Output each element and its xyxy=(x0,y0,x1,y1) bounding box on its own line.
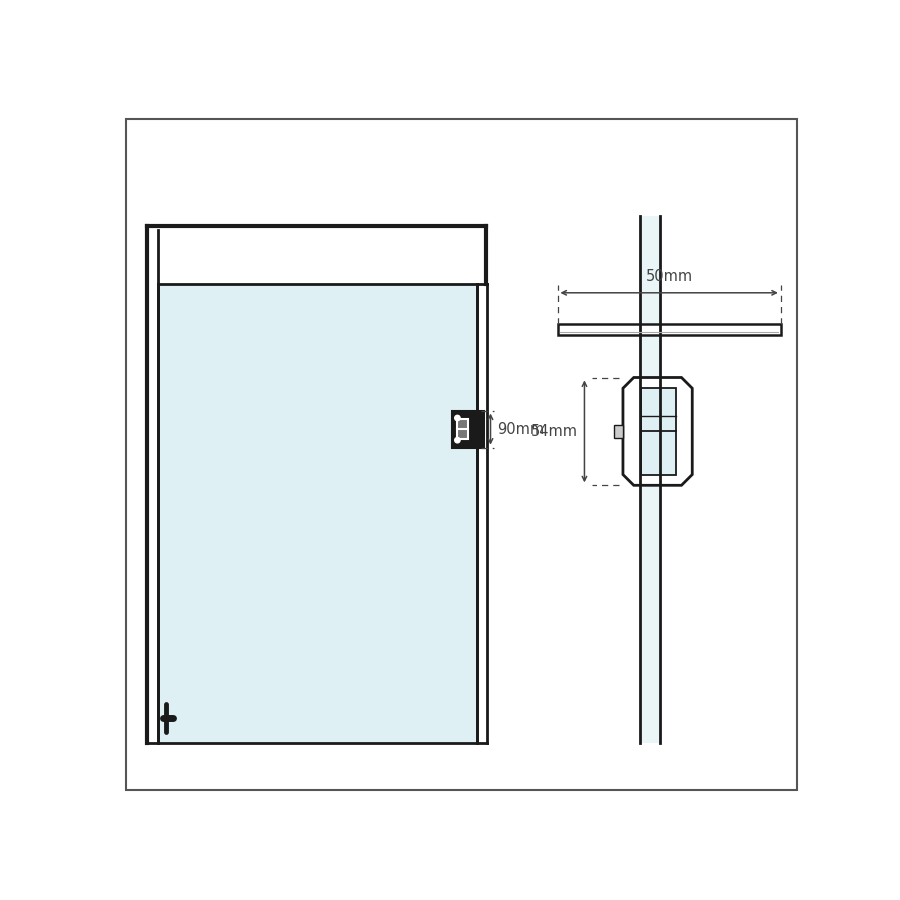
Text: 54mm: 54mm xyxy=(531,424,579,439)
Circle shape xyxy=(454,437,460,443)
Polygon shape xyxy=(623,377,692,485)
Bar xyxy=(640,216,660,743)
Bar xyxy=(452,410,484,447)
Circle shape xyxy=(454,415,460,420)
Bar xyxy=(456,418,468,439)
Bar xyxy=(147,226,486,284)
Text: 90mm: 90mm xyxy=(497,421,544,436)
Bar xyxy=(557,324,781,335)
Bar xyxy=(614,425,623,437)
Text: 50mm: 50mm xyxy=(645,268,693,284)
Bar xyxy=(641,388,676,474)
Bar xyxy=(158,284,476,742)
